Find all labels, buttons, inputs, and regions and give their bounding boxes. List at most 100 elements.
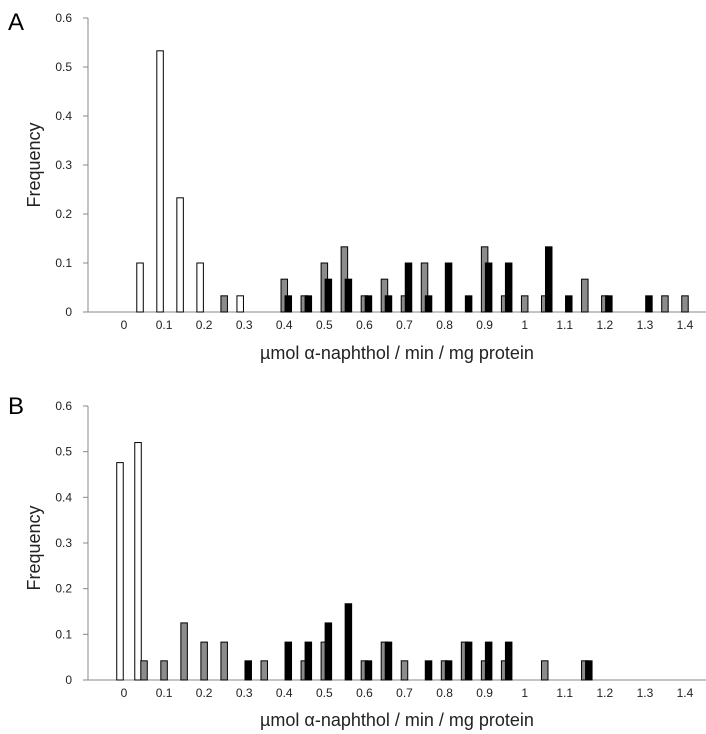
panel-a-x-tick-label: 1.1 — [556, 318, 573, 332]
panel-b-x-tick-label: 0.8 — [436, 686, 453, 700]
panel-b-bar-gray — [400, 660, 409, 681]
panel-b-bar-black — [504, 641, 513, 681]
panel-b-bar-black — [344, 603, 353, 681]
panel-b-bar-black — [464, 641, 473, 681]
panel-b-x-tick-label: 0.9 — [476, 686, 493, 700]
panel-b-y-tick-label: 0.3 — [55, 536, 72, 550]
panel-b-x-tick-label: 1.2 — [596, 686, 613, 700]
panel-b-x-tick-label: 0.5 — [316, 686, 333, 700]
panel-b-bar-black — [585, 660, 593, 681]
panel-b-y-tick-label: 0.4 — [55, 490, 72, 504]
panel-b-bar-gray — [220, 641, 228, 681]
panel-b-x-tick-label: 1.3 — [637, 686, 654, 700]
panel-a-bar-black — [284, 295, 293, 313]
panel-a-bar-gray — [420, 262, 429, 313]
panel-a-x-tick-label: 0.5 — [316, 318, 333, 332]
panel-b-chart: B Frequency µmol α-naphthol / min / mg p… — [8, 393, 706, 730]
panel-b-bar-black — [244, 660, 252, 681]
panel-a-x-tick-label: 0.6 — [356, 318, 373, 332]
panel-b-bar-gray — [540, 660, 549, 681]
panel-a-x-tick-label: 0.7 — [396, 318, 413, 332]
panel-b-bar-black — [484, 641, 493, 681]
panel-b-x-tick-label: 0.7 — [396, 686, 413, 700]
panel-a-y-axis-title: Frequency — [24, 122, 44, 207]
panel-a-bar-gray — [661, 295, 669, 313]
panel-a-bar-black — [605, 295, 613, 313]
panel-a-y-tick-label: 0.3 — [55, 158, 72, 172]
panel-b-bar-gray — [260, 660, 268, 681]
panel-a-bar-black — [404, 262, 413, 313]
panel-a-x-tick-label: 0 — [121, 318, 128, 332]
panel-b-x-tick-label: 1.4 — [677, 686, 694, 700]
panel-a-x-tick-label: 0.3 — [236, 318, 253, 332]
panel-a-y-tick-label: 0 — [65, 305, 72, 319]
panel-a-bar-black — [565, 295, 573, 313]
panel-a-bar-black — [504, 262, 513, 313]
panel-b-bar-black — [424, 660, 433, 681]
panel-b-bar-black — [284, 641, 293, 681]
panel-a-bar-black — [484, 262, 493, 313]
panel-a-x-tick-label: 0.9 — [476, 318, 493, 332]
panel-a-label: A — [8, 9, 24, 36]
panel-a-y-tick-label: 0.1 — [55, 256, 72, 270]
panel-b-bar-gray — [160, 660, 168, 681]
panel-a-x-tick-label: 0.2 — [196, 318, 213, 332]
panel-b-bar-gray — [200, 641, 208, 681]
panel-a-y-tick-label: 0.5 — [55, 60, 72, 74]
panel-b-label: B — [8, 393, 24, 420]
panel-a-chart: A Frequency µmol α-naphthol / min / mg p… — [8, 9, 706, 363]
panel-a-bar-black — [304, 295, 313, 313]
panel-b-bar-black — [444, 660, 453, 681]
panel-b-y-tick-label: 0 — [65, 673, 72, 687]
panel-a-x-tick-label: 0.8 — [436, 318, 453, 332]
panel-b-bar-black — [364, 660, 373, 681]
panel-b-x-tick-label: 0.2 — [196, 686, 213, 700]
panel-a-bar-gray — [220, 295, 228, 313]
panel-a-x-tick-label: 0.1 — [156, 318, 173, 332]
panel-a-bar-gray — [520, 295, 529, 313]
panel-b-y-axis-title: Frequency — [24, 505, 44, 590]
panel-a-bar-gray — [681, 295, 689, 313]
panel-b-x-axis-title: µmol α-naphthol / min / mg protein — [260, 710, 534, 730]
panel-a-bar-white — [176, 197, 184, 313]
panel-a-y-tick-label: 0.6 — [55, 11, 72, 25]
panel-b-x-tick-label: 0.3 — [236, 686, 253, 700]
panel-a-bar-white — [136, 262, 144, 313]
panel-b-x-tick-label: 0.6 — [356, 686, 373, 700]
panel-b-bar-gray — [180, 622, 188, 681]
panel-b-y-tick-label: 0.5 — [55, 445, 72, 459]
panel-a-y-tick-label: 0.4 — [55, 109, 72, 123]
panel-a-y-tick-label: 0.2 — [55, 207, 72, 221]
panel-a-bar-black — [344, 278, 353, 313]
panel-b-bar-white — [116, 462, 124, 681]
panel-b-bar-gray — [140, 660, 148, 681]
panel-a-x-tick-label: 1.2 — [596, 318, 613, 332]
panel-a-bar-black — [464, 295, 473, 313]
panel-a-bar-black — [364, 295, 373, 313]
panel-a-x-tick-label: 0.4 — [276, 318, 293, 332]
panel-b-x-tick-label: 1.1 — [556, 686, 573, 700]
panel-a-bar-white — [236, 295, 244, 313]
panel-b-bar-black — [304, 641, 313, 681]
panel-a-x-tick-label: 1 — [521, 318, 528, 332]
panel-a-bar-black — [444, 262, 453, 313]
panel-a-x-tick-label: 1.4 — [677, 318, 694, 332]
panel-a-x-axis-title: µmol α-naphthol / min / mg protein — [260, 343, 534, 363]
panel-b-y-tick-label: 0.6 — [55, 399, 72, 413]
panel-a-bar-white — [196, 262, 204, 313]
panel-b-x-tick-label: 0.1 — [156, 686, 173, 700]
panel-b-x-tick-label: 1 — [521, 686, 528, 700]
panel-b-bar-white — [134, 442, 142, 681]
panel-a-bar-black — [424, 295, 433, 313]
panel-b-bar-black — [384, 641, 393, 681]
panel-b-x-tick-label: 0 — [121, 686, 128, 700]
panel-b-y-tick-label: 0.2 — [55, 582, 72, 596]
panel-a-bar-black — [544, 246, 553, 313]
panel-b-y-tick-label: 0.1 — [55, 627, 72, 641]
panel-b-x-tick-label: 0.4 — [276, 686, 293, 700]
panel-a-bar-black — [324, 278, 333, 313]
panel-a-bar-black — [384, 295, 393, 313]
panel-b-bar-black — [324, 622, 333, 681]
